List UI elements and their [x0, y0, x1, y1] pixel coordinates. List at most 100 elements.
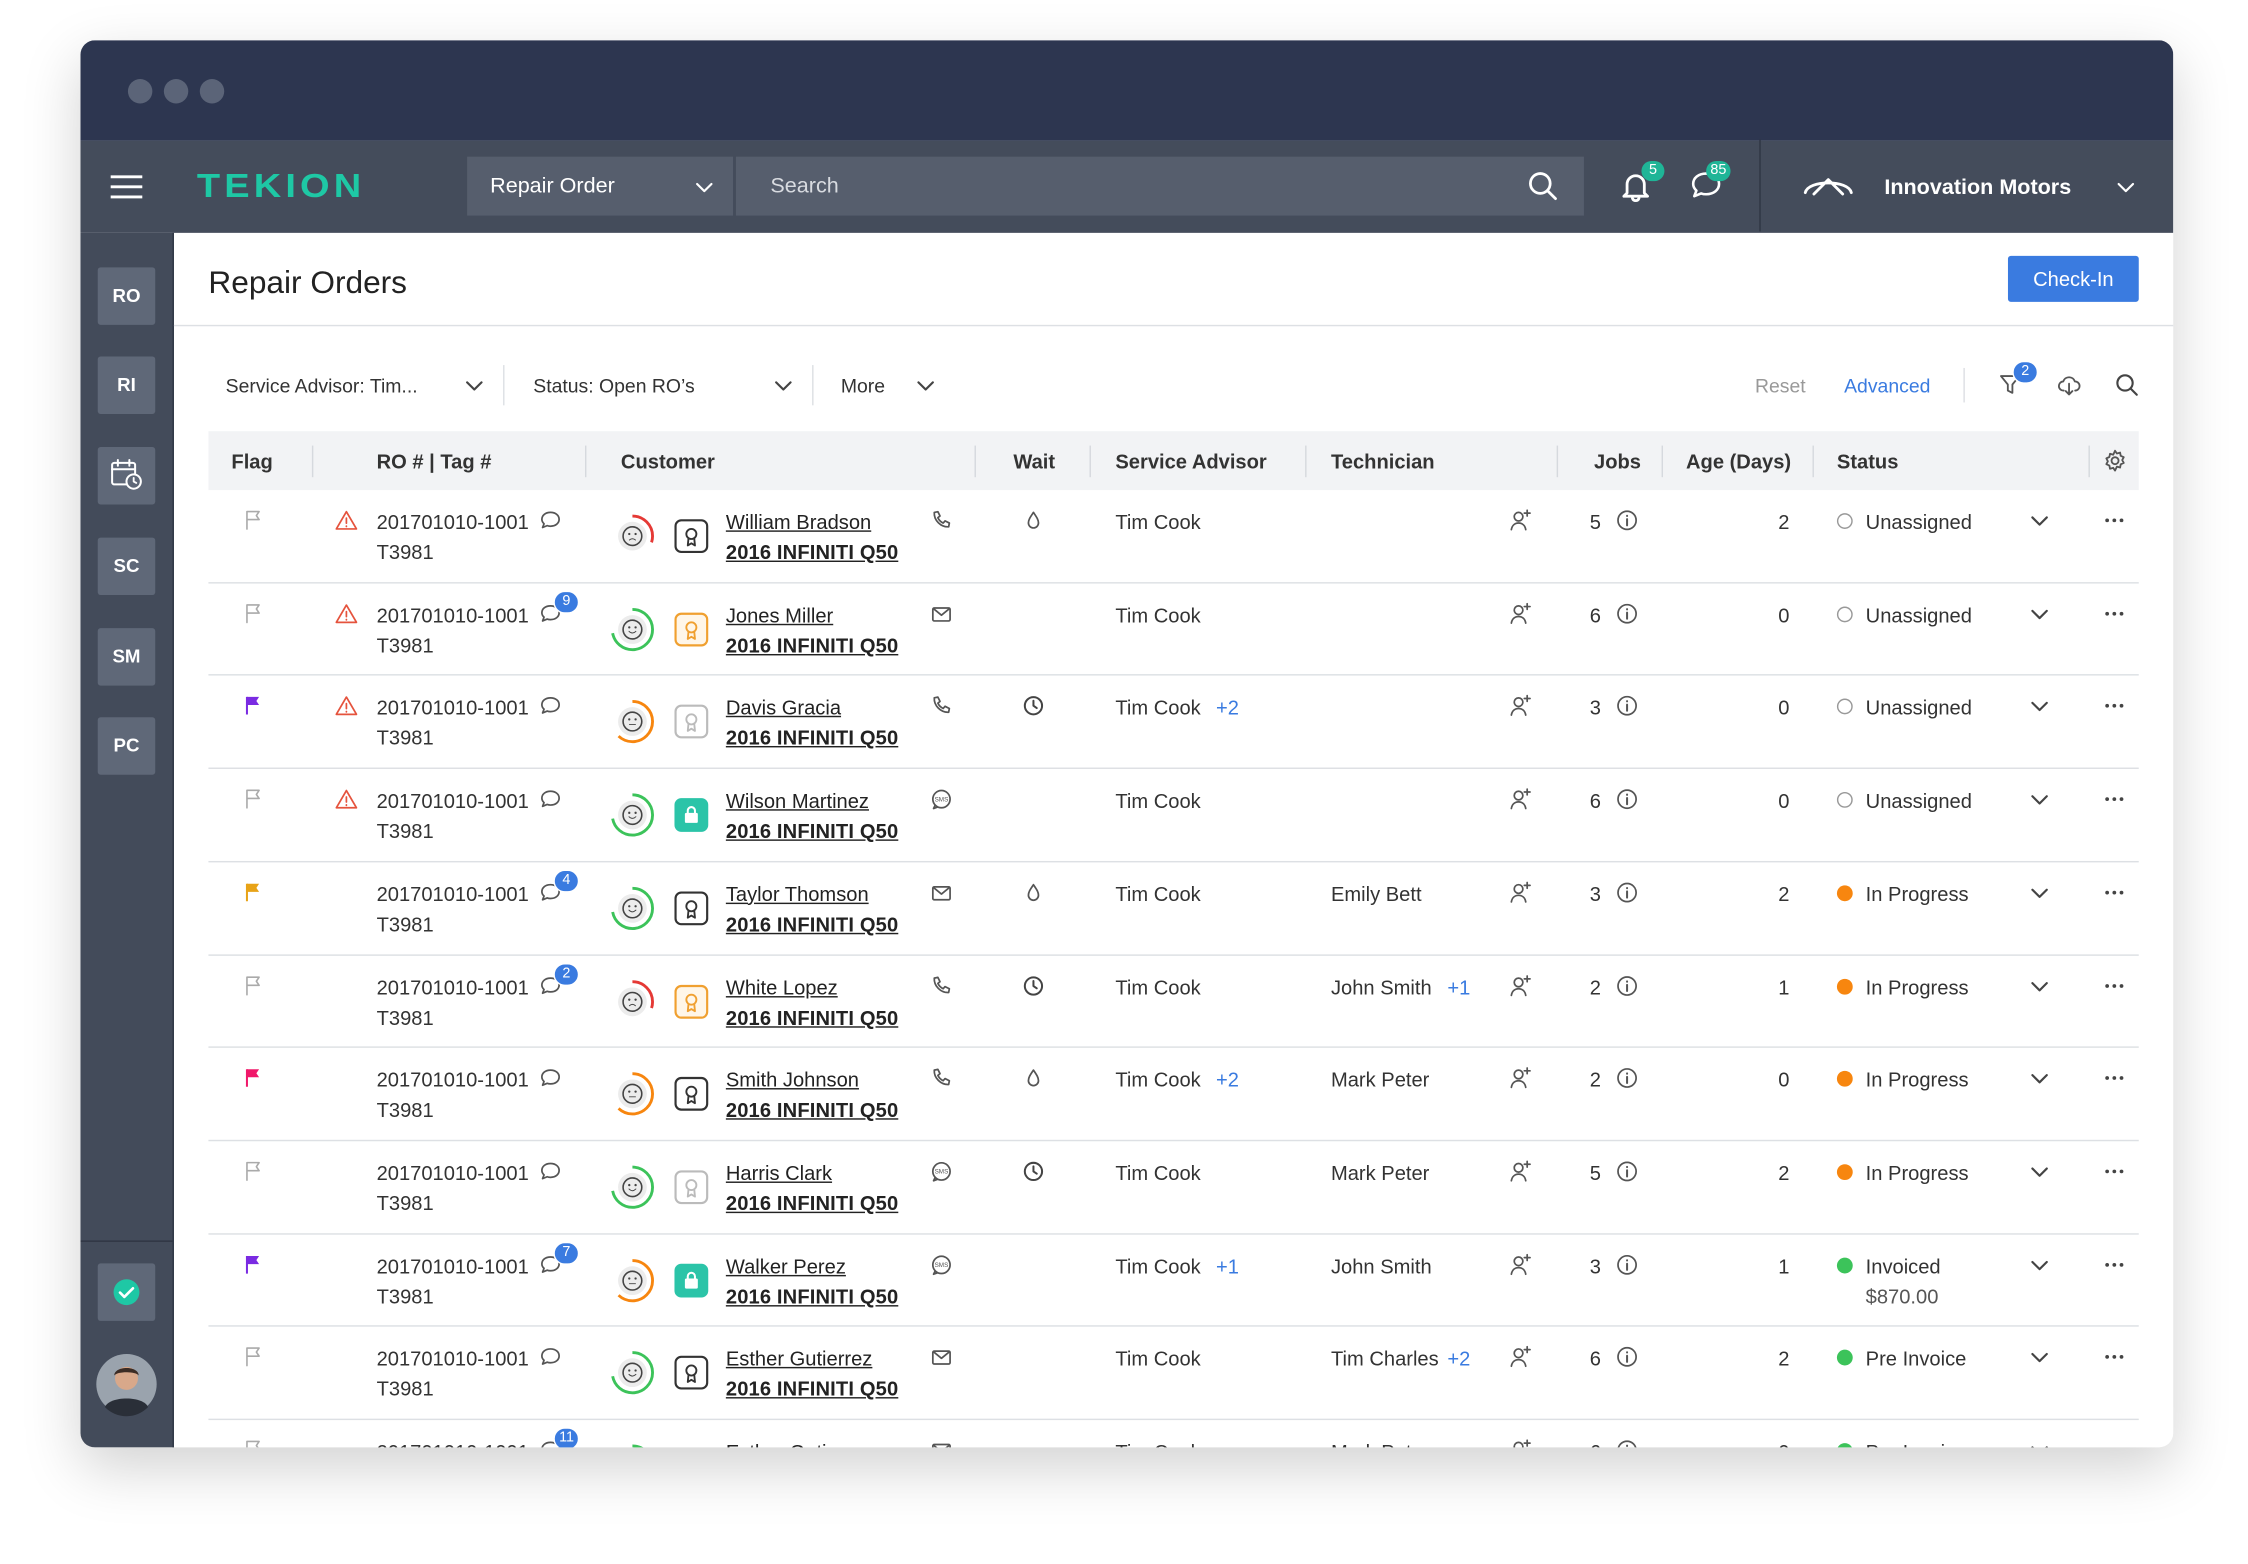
ro-number[interactable]: 201701010-1001	[377, 1440, 529, 1447]
status-chevron[interactable]	[2028, 1439, 2051, 1448]
technician-more[interactable]: +1	[1447, 975, 1471, 999]
ro-number[interactable]: 201701010-1001	[376, 510, 529, 534]
contact-icon[interactable]: SMS	[930, 1160, 953, 1183]
status-chevron[interactable]	[2028, 695, 2051, 718]
jobs-info-icon[interactable]	[1616, 509, 1639, 532]
dealer-name[interactable]: Innovation Motors	[1884, 175, 2072, 200]
column-header[interactable]: Service Advisor	[1115, 449, 1267, 473]
customer-name[interactable]: Esther Gutierrez	[726, 1440, 873, 1447]
sidebar-label[interactable]: SM	[112, 644, 141, 667]
notes-icon[interactable]	[539, 509, 562, 532]
assign-technician-icon[interactable]	[1509, 974, 1532, 997]
jobs-info-icon[interactable]	[1616, 602, 1639, 625]
flag-icon[interactable]	[243, 509, 265, 531]
customer-name[interactable]: White Lopez	[725, 975, 838, 999]
flag-icon[interactable]	[243, 695, 265, 717]
ro-number[interactable]: 201701010-1001	[376, 789, 529, 813]
status-chevron[interactable]	[2028, 974, 2051, 997]
notes-icon[interactable]	[539, 788, 562, 811]
jobs-info-icon[interactable]	[1616, 974, 1639, 997]
dealer-chevron[interactable]	[2114, 175, 2137, 198]
vehicle[interactable]: 2016 INFINITI Q50	[725, 726, 899, 750]
sidebar-label[interactable]: SC	[113, 554, 140, 577]
row-menu[interactable]	[2103, 602, 2126, 625]
jobs-info-icon[interactable]	[1616, 1067, 1639, 1090]
ro-number[interactable]: 201701010-1001	[376, 1161, 529, 1185]
sidebar-item[interactable]	[97, 447, 156, 505]
sidebar-item[interactable]	[97, 627, 156, 685]
module-select[interactable]	[467, 156, 734, 216]
notes-icon[interactable]	[539, 1160, 562, 1183]
flag-icon[interactable]	[243, 1067, 265, 1089]
column-header[interactable]: Status	[1836, 449, 1899, 473]
ro-number[interactable]: 201701010-1001	[376, 1068, 529, 1092]
column-header[interactable]: Customer	[620, 449, 715, 473]
row-menu[interactable]	[2103, 788, 2126, 811]
vehicle[interactable]: 2016 INFINITI Q50	[725, 1284, 899, 1308]
customer-name[interactable]: Wilson Martinez	[725, 789, 870, 813]
filter-status[interactable]: Status: Open RO’s	[533, 375, 695, 397]
flag-icon[interactable]	[243, 1346, 265, 1368]
status-chevron[interactable]	[2028, 788, 2051, 811]
menu-button[interactable]	[110, 175, 143, 199]
vehicle[interactable]: 2016 INFINITI Q50	[725, 540, 899, 564]
sidebar-label[interactable]: RI	[117, 373, 136, 396]
customer-name[interactable]: Smith Johnson	[725, 1068, 859, 1092]
flag-icon[interactable]	[243, 1439, 265, 1448]
search-placeholder[interactable]: Search	[770, 173, 839, 199]
advanced-button[interactable]: Advanced	[1844, 375, 1931, 397]
check-in-label[interactable]: Check-In	[2033, 267, 2114, 291]
jobs-info-icon[interactable]	[1616, 881, 1639, 904]
flag-icon[interactable]	[243, 1253, 265, 1275]
customer-name[interactable]: Harris Clark	[725, 1161, 833, 1185]
assign-technician-icon[interactable]	[1509, 1253, 1532, 1276]
notes-icon[interactable]	[539, 695, 562, 718]
column-header[interactable]: Flag	[231, 449, 273, 473]
table-search-icon[interactable]	[2114, 372, 2138, 396]
row-menu[interactable]	[2103, 509, 2126, 532]
sidebar-item[interactable]	[97, 356, 156, 414]
jobs-info-icon[interactable]	[1616, 1253, 1639, 1276]
assign-technician-icon[interactable]	[1509, 509, 1532, 532]
status-chevron[interactable]	[2028, 509, 2051, 532]
flag-icon[interactable]	[243, 602, 265, 624]
column-header[interactable]: RO # | Tag #	[376, 449, 492, 473]
download-icon[interactable]	[2057, 372, 2081, 396]
column-header[interactable]: Technician	[1330, 449, 1435, 473]
status-chevron[interactable]	[2028, 602, 2051, 625]
contact-icon[interactable]	[930, 1439, 953, 1448]
ro-number[interactable]: 201701010-1001	[376, 1254, 529, 1278]
contact-icon[interactable]	[930, 881, 953, 904]
search-icon[interactable]	[1526, 170, 1558, 202]
row-menu[interactable]	[2103, 695, 2126, 718]
column-header[interactable]: Jobs	[1594, 449, 1641, 473]
jobs-info-icon[interactable]	[1616, 1439, 1639, 1448]
module-select-label[interactable]: Repair Order	[490, 173, 615, 199]
vehicle[interactable]: 2016 INFINITI Q50	[725, 633, 899, 657]
status-chevron[interactable]	[2028, 881, 2051, 904]
vehicle[interactable]: 2016 INFINITI Q50	[725, 1377, 899, 1401]
row-menu[interactable]	[2103, 1067, 2126, 1090]
vehicle[interactable]: 2016 INFINITI Q50	[725, 1098, 899, 1122]
flag-icon[interactable]	[243, 881, 265, 903]
assign-technician-icon[interactable]	[1509, 602, 1532, 625]
assign-technician-icon[interactable]	[1509, 881, 1532, 904]
assign-technician-icon[interactable]	[1509, 1346, 1532, 1369]
ro-number[interactable]: 201701010-1001	[376, 975, 529, 999]
status-chevron[interactable]	[2028, 1346, 2051, 1369]
row-menu[interactable]	[2103, 1160, 2126, 1183]
advisor-more[interactable]: +1	[1215, 1254, 1239, 1278]
customer-name[interactable]: Walker Perez	[725, 1254, 846, 1278]
messages-icon[interactable]	[1689, 168, 1723, 202]
sidebar-label[interactable]: RO	[112, 284, 141, 307]
customer-name[interactable]: William Bradson	[725, 510, 872, 534]
contact-icon[interactable]	[930, 509, 953, 532]
status-chevron[interactable]	[2028, 1067, 2051, 1090]
advisor-more[interactable]: +2	[1215, 1068, 1239, 1092]
assign-technician-icon[interactable]	[1509, 1439, 1532, 1448]
row-menu[interactable]	[2103, 1253, 2126, 1276]
jobs-info-icon[interactable]	[1616, 788, 1639, 811]
filter-advisor[interactable]: Service Advisor: Tim...	[225, 375, 418, 397]
sidebar-item[interactable]	[97, 717, 156, 775]
column-settings-icon[interactable]	[2103, 448, 2127, 472]
